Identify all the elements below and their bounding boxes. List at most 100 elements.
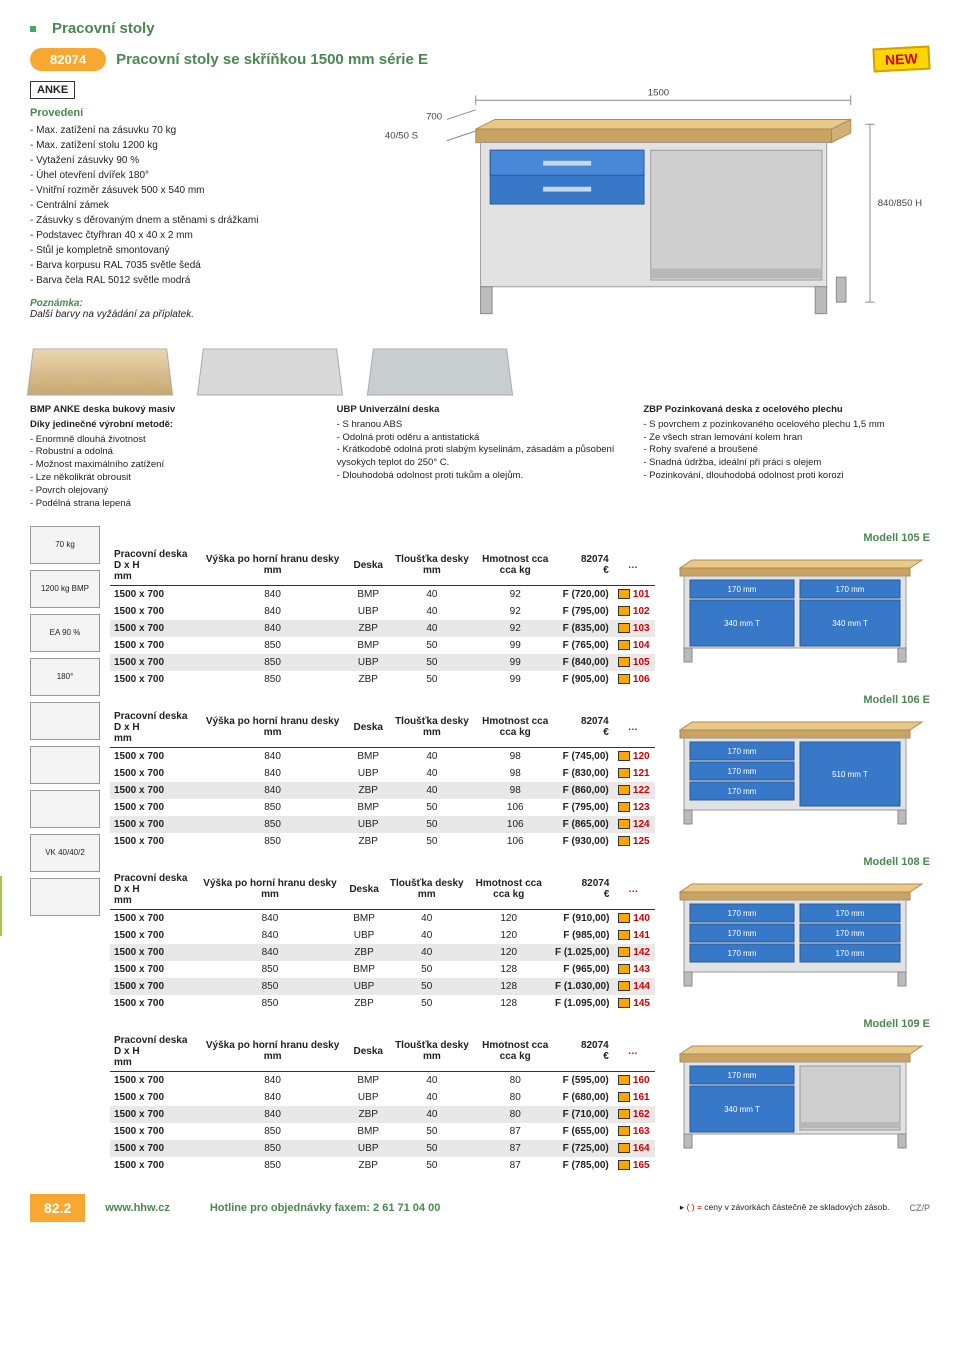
table-row: 1500 x 700850UBP5099F (840,00) 105 bbox=[110, 654, 655, 671]
table-row: 1500 x 700840BMP4098F (745,00) 120 bbox=[110, 747, 655, 765]
model-image: 170 mm340 mm T170 mm340 mm T bbox=[670, 546, 930, 666]
model-image: 170 mm170 mm170 mm510 mm T bbox=[670, 708, 930, 828]
product-code: 82074 bbox=[30, 48, 106, 71]
table-header: … bbox=[613, 1032, 655, 1072]
table-row: 1500 x 700850ZBP5099F (905,00) 106 bbox=[110, 671, 655, 688]
stock-icon bbox=[618, 1160, 630, 1170]
table-row: 1500 x 700850BMP5087F (655,00) 163 bbox=[110, 1123, 655, 1140]
svg-text:1500: 1500 bbox=[648, 87, 669, 98]
stock-icon bbox=[618, 1126, 630, 1136]
stock-icon bbox=[618, 623, 630, 633]
stock-icon bbox=[618, 913, 630, 923]
stock-icon bbox=[618, 930, 630, 940]
price-table: Pracovní deska D x HmmVýška po horní hra… bbox=[110, 546, 655, 688]
spec-item: Zásuvky s děrovaným dnem a stěnami s drá… bbox=[30, 213, 290, 228]
spec-item: Barva čela RAL 5012 světle modrá bbox=[30, 273, 290, 288]
svg-text:170 mm: 170 mm bbox=[836, 909, 865, 918]
table-header: Hmotnost ccacca kg bbox=[476, 708, 555, 748]
table-header: 82074€ bbox=[555, 708, 613, 748]
page-footer: 82.2 www.hhw.cz Hotline pro objednávky f… bbox=[30, 1194, 930, 1222]
svg-text:170 mm: 170 mm bbox=[836, 585, 865, 594]
footer-czp: CZ/P bbox=[909, 1203, 930, 1213]
table-row: 1500 x 700850UBP50106F (865,00) 124 bbox=[110, 816, 655, 833]
model-image: 170 mm 340 mm T bbox=[670, 1032, 930, 1152]
stock-icon bbox=[618, 1109, 630, 1119]
table-header: Tloušťka deskymm bbox=[384, 870, 470, 910]
table-header: 82074€ bbox=[555, 546, 613, 586]
section-tab: 8 bbox=[0, 876, 2, 936]
stock-icon bbox=[618, 819, 630, 829]
svg-text:170 mm: 170 mm bbox=[728, 929, 757, 938]
table-header: Pracovní deska D x Hmm bbox=[110, 546, 197, 586]
spec-item: Max. zatížení na zásuvku 70 kg bbox=[30, 123, 290, 138]
table-row: 1500 x 700840UBP4080F (680,00) 161 bbox=[110, 1089, 655, 1106]
stock-icon bbox=[618, 964, 630, 974]
svg-text:170 mm: 170 mm bbox=[728, 909, 757, 918]
thumb-ubp bbox=[197, 348, 343, 395]
table-header: Hmotnost ccacca kg bbox=[476, 546, 555, 586]
new-badge: NEW bbox=[873, 46, 931, 73]
table-header: Deska bbox=[344, 870, 383, 910]
table-header: Pracovní deska D x Hmm bbox=[110, 870, 196, 910]
table-header: Tloušťka deskymm bbox=[388, 708, 475, 748]
table-header: … bbox=[613, 870, 655, 910]
model-label: Modell 105 E bbox=[110, 532, 930, 544]
stock-icon bbox=[618, 947, 630, 957]
table-header: Pracovní deska D x Hmm bbox=[110, 708, 197, 748]
side-icon: 1200 kg BMP bbox=[30, 570, 100, 608]
table-header: Výška po horní hranu deskymm bbox=[196, 870, 345, 910]
table-row: 1500 x 700850BMP50106F (795,00) 123 bbox=[110, 799, 655, 816]
stock-icon bbox=[618, 785, 630, 795]
spec-item: Max. zatížení stolu 1200 kg bbox=[30, 138, 290, 153]
table-header: Tloušťka deskymm bbox=[388, 1032, 475, 1072]
side-icon: EA 90 % bbox=[30, 614, 100, 652]
bullet-icon bbox=[30, 26, 36, 32]
table-header: Hmotnost ccacca kg bbox=[476, 1032, 555, 1072]
table-row: 1500 x 700840ZBP4080F (710,00) 162 bbox=[110, 1106, 655, 1123]
note-heading: Poznámka: bbox=[30, 298, 290, 309]
thumbnail-row bbox=[30, 346, 930, 396]
footer-note: ▸ ( ) = ceny v závorkách částečně ze skl… bbox=[680, 1202, 890, 1213]
stock-icon bbox=[618, 606, 630, 616]
svg-text:510 mm T: 510 mm T bbox=[832, 770, 868, 779]
spec-list: Max. zatížení na zásuvku 70 kgMax. zatíž… bbox=[30, 123, 290, 288]
product-title: Pracovní stoly se skříňkou 1500 mm série… bbox=[116, 51, 863, 68]
side-icon bbox=[30, 746, 100, 784]
price-table: Pracovní deska D x HmmVýška po horní hra… bbox=[110, 870, 655, 1012]
footer-page-number: 82.2 bbox=[30, 1194, 85, 1222]
side-icon: VK 40/40/2 bbox=[30, 834, 100, 872]
spec-item: Podstavec čtyřhran 40 x 40 x 2 mm bbox=[30, 228, 290, 243]
stock-icon bbox=[618, 802, 630, 812]
side-icon bbox=[30, 702, 100, 740]
price-table: Pracovní deska D x HmmVýška po horní hra… bbox=[110, 708, 655, 850]
table-row: 1500 x 700840BMP40120F (910,00) 140 bbox=[110, 909, 655, 927]
table-header: Deska bbox=[348, 546, 388, 586]
side-icon: 70 kg bbox=[30, 526, 100, 564]
side-icon bbox=[30, 878, 100, 916]
thumb-bmp bbox=[27, 348, 173, 395]
table-header: Hmotnost ccacca kg bbox=[470, 870, 548, 910]
table-header: Výška po horní hranu deskymm bbox=[197, 708, 348, 748]
spec-item: Barva korpusu RAL 7035 světle šedá bbox=[30, 258, 290, 273]
note-text: Další barvy na vyžádání za příplatek. bbox=[30, 309, 290, 320]
spec-item: Vytažení zásuvky 90 % bbox=[30, 153, 290, 168]
table-row: 1500 x 700840BMP4092F (720,00) 101 bbox=[110, 585, 655, 603]
spec-heading: Provedení bbox=[30, 107, 290, 119]
price-table: Pracovní deska D x HmmVýška po horní hra… bbox=[110, 1032, 655, 1174]
stock-icon bbox=[618, 674, 630, 684]
svg-text:170 mm: 170 mm bbox=[728, 949, 757, 958]
model-label: Modell 108 E bbox=[110, 856, 930, 868]
svg-text:170 mm: 170 mm bbox=[836, 929, 865, 938]
table-row: 1500 x 700840BMP4080F (595,00) 160 bbox=[110, 1071, 655, 1089]
footer-hotline: Hotline pro objednávky faxem: 2 61 71 04… bbox=[210, 1202, 440, 1214]
table-row: 1500 x 700850BMP5099F (765,00) 104 bbox=[110, 637, 655, 654]
table-header: … bbox=[613, 546, 655, 586]
svg-text:170 mm: 170 mm bbox=[728, 1071, 757, 1080]
table-header: Výška po horní hranu deskymm bbox=[197, 546, 348, 586]
footer-url[interactable]: www.hhw.cz bbox=[105, 1202, 170, 1214]
svg-text:840/850 H: 840/850 H bbox=[878, 198, 922, 209]
svg-text:340 mm T: 340 mm T bbox=[724, 1105, 760, 1114]
stock-icon bbox=[618, 836, 630, 846]
svg-text:340 mm T: 340 mm T bbox=[724, 619, 760, 628]
svg-text:170 mm: 170 mm bbox=[728, 747, 757, 756]
